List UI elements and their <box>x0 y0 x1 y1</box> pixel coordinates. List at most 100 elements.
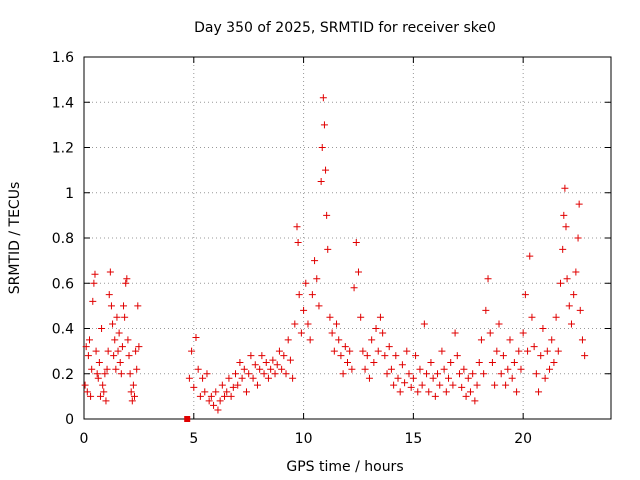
data-point <box>574 234 582 242</box>
data-point <box>394 374 402 382</box>
data-point <box>565 302 573 310</box>
data-point <box>469 370 477 378</box>
data-point <box>100 388 108 396</box>
data-point <box>107 302 115 310</box>
data-point <box>89 297 97 305</box>
y-tick-label: 1.6 <box>52 50 74 66</box>
data-point <box>295 291 303 299</box>
data-point <box>275 347 283 355</box>
data-point <box>214 406 222 414</box>
data-point <box>236 358 244 366</box>
data-point <box>344 358 351 366</box>
data-point <box>381 352 389 360</box>
data-point <box>315 302 323 310</box>
data-point <box>390 381 398 389</box>
data-point <box>532 370 540 378</box>
y-tick-label: 1 <box>65 186 74 202</box>
data-point <box>124 336 132 344</box>
data-point <box>238 374 246 382</box>
data-point <box>383 370 391 378</box>
data-point <box>278 365 286 373</box>
data-point <box>357 313 365 321</box>
data-point <box>286 356 294 364</box>
data-point <box>346 347 354 355</box>
data-point <box>387 365 395 373</box>
data-point <box>210 401 218 409</box>
data-point <box>337 352 345 360</box>
data-point <box>363 352 371 360</box>
data-point <box>134 302 142 310</box>
data-point <box>201 388 209 396</box>
data-point <box>126 370 134 378</box>
data-point <box>530 343 538 351</box>
data-point <box>218 381 226 389</box>
data-point <box>477 336 485 344</box>
data-point <box>223 388 231 396</box>
data-point <box>262 358 270 366</box>
data-point <box>392 352 400 360</box>
data-point <box>460 365 468 373</box>
data-point <box>521 291 529 299</box>
data-point <box>207 392 215 400</box>
data-point <box>267 365 275 373</box>
data-point <box>405 370 413 378</box>
data-point <box>95 358 103 366</box>
data-point <box>396 388 404 396</box>
data-point <box>234 381 242 389</box>
data-point <box>508 374 516 382</box>
data-point <box>572 268 580 276</box>
data-point <box>429 374 437 382</box>
data-point <box>418 381 426 389</box>
x-tick-label: 20 <box>514 431 532 447</box>
data-point <box>341 343 349 351</box>
data-point <box>328 329 336 337</box>
data-point <box>105 291 113 299</box>
square-marker <box>184 416 191 422</box>
data-point <box>510 358 518 366</box>
data-point <box>407 383 415 391</box>
axis-ticks: 0 0.2 0.4 0.6 0.8 1 1.2 1.4 1.6 0 5 10 15 20 <box>52 50 611 447</box>
x-axis-label: GPS time / hours <box>286 459 403 475</box>
data-point <box>455 370 463 378</box>
data-point <box>322 166 330 174</box>
data-point <box>416 365 424 373</box>
data-point <box>93 370 101 378</box>
data-point <box>103 365 111 373</box>
data-point <box>317 177 325 185</box>
data-point <box>488 358 496 366</box>
data-point <box>280 352 288 360</box>
data-point <box>116 358 124 366</box>
data-point <box>82 343 90 351</box>
data-point <box>120 302 128 310</box>
data-point <box>304 320 312 328</box>
data-point <box>354 268 362 276</box>
data-point <box>313 275 321 283</box>
data-point <box>229 383 237 391</box>
data-point <box>480 370 488 378</box>
data-point <box>302 279 310 287</box>
data-point <box>495 320 503 328</box>
data-point <box>199 374 207 382</box>
data-point <box>497 370 505 378</box>
data-point <box>466 388 474 396</box>
data-point <box>423 370 431 378</box>
data-point <box>376 313 384 321</box>
data-point <box>368 336 376 344</box>
data-point <box>196 392 204 400</box>
data-point <box>431 392 439 400</box>
data-point <box>438 347 446 355</box>
data-point <box>269 356 277 364</box>
data-point <box>294 239 302 247</box>
y-tick-label: 0.6 <box>52 276 74 292</box>
data-point <box>365 374 373 382</box>
data-point <box>519 329 527 337</box>
data-point <box>90 279 98 287</box>
data-point <box>562 223 570 231</box>
data-point <box>192 334 200 342</box>
data-point <box>473 381 481 389</box>
data-point <box>526 252 534 260</box>
data-point <box>115 329 123 337</box>
data-point <box>114 347 122 355</box>
data-point <box>251 361 259 369</box>
